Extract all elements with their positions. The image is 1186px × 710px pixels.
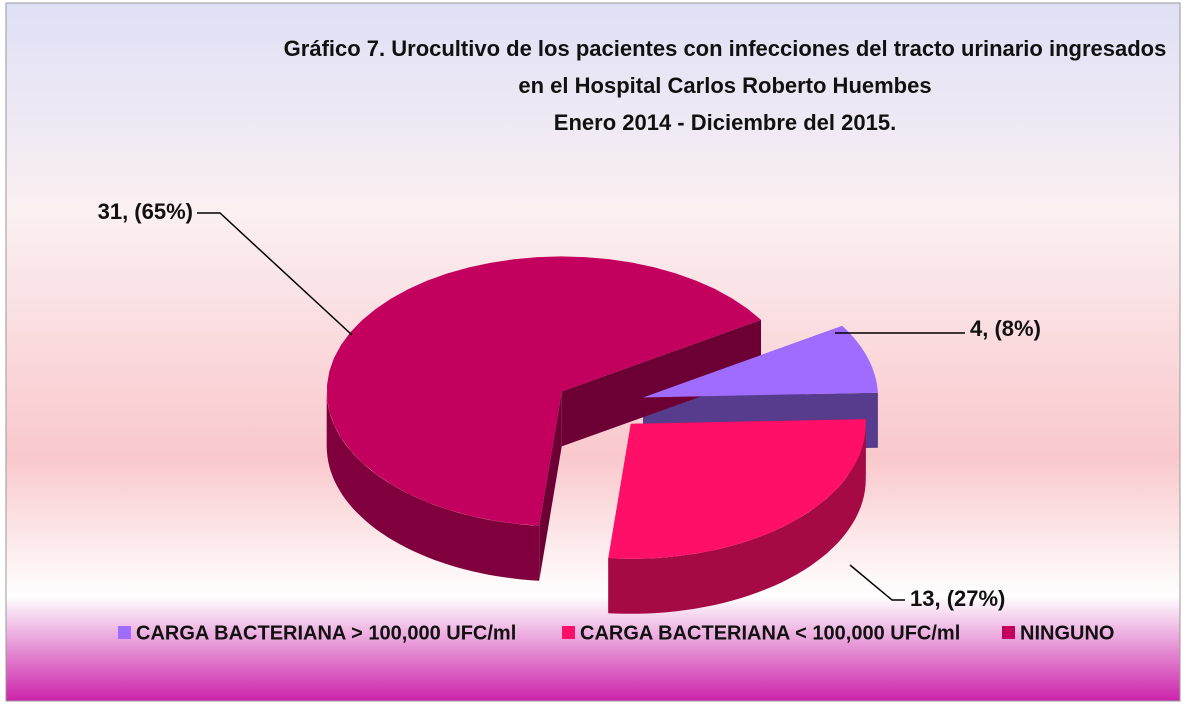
data-label: 13, (27%) (910, 586, 1005, 611)
slice-wall (608, 423, 866, 614)
leader-line (197, 212, 353, 336)
legend-swatch (562, 626, 575, 639)
slice (327, 256, 761, 526)
slice-wall (326, 391, 540, 581)
legend-label: NINGUNO (1020, 622, 1114, 644)
slice-side (561, 319, 762, 447)
legend-swatch (1002, 626, 1015, 639)
chart-title: Gráfico 7. Urocultivo de los pacientes c… (284, 36, 1167, 61)
slice (608, 419, 866, 559)
legend-swatch (118, 626, 131, 639)
leader-line (849, 564, 905, 601)
slice-side (539, 391, 562, 581)
data-label: 31, (65%) (98, 199, 193, 224)
legend-label: CARGA BACTERIANA > 100,000 UFC/ml (136, 622, 516, 644)
chart-title: en el Hospital Carlos Roberto Huembes (518, 73, 931, 98)
slice (643, 325, 878, 398)
data-label: 4, (8%) (970, 316, 1041, 341)
chart-title: Enero 2014 - Diciembre del 2015. (554, 110, 896, 135)
legend-label: CARGA BACTERIANA < 100,000 UFC/ml (580, 622, 960, 644)
